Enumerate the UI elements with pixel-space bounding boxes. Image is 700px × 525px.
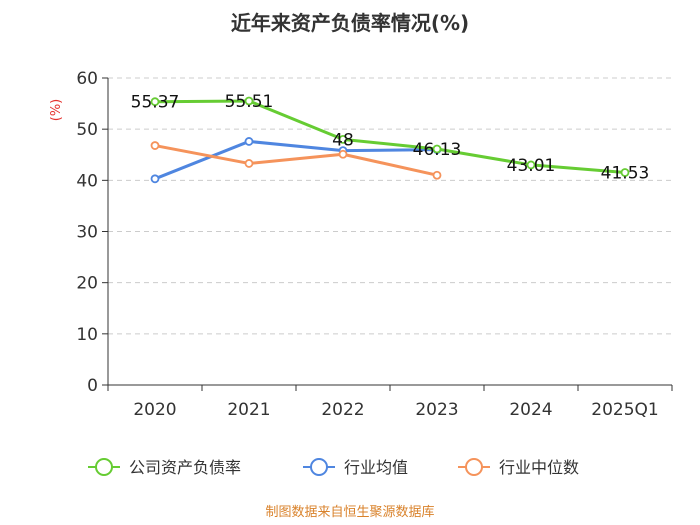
data-point-s0-2024 xyxy=(526,160,536,170)
data-point-s2-2021 xyxy=(244,159,254,168)
data-label-2022: 48 xyxy=(332,130,354,150)
data-point-s0-2023 xyxy=(432,144,442,154)
x-tick-label-2024: 2024 xyxy=(509,400,552,420)
axes: 0 10 20 30 40 50 60 2020 2021 2022 2023 2024 2025Q1 xyxy=(76,69,673,420)
series-line-2 xyxy=(154,144,438,177)
data-label-2025Q1: 41.53 xyxy=(601,164,650,184)
x-tick-label-2023: 2023 xyxy=(415,400,458,420)
data-label-2020: 55.37 xyxy=(131,93,180,113)
legend-label-0: 公司资产负债率 xyxy=(129,458,241,477)
legend[interactable]: 公司资产负债率 行业均值 行业中位数 xyxy=(88,458,579,477)
data-labels: 55.37 55.51 48 46.13 43.01 41.53 xyxy=(131,92,650,184)
data-point-s2-2023 xyxy=(432,170,442,180)
chart-title: 近年来资产负债率情况(%) xyxy=(231,11,469,35)
y-tick-label-40: 40 xyxy=(76,171,98,191)
legend-label-2: 行业中位数 xyxy=(499,458,579,477)
series-line-0 xyxy=(154,99,626,174)
data-point-s1-2021 xyxy=(244,137,254,146)
legend-item-0[interactable]: 公司资产负债率 xyxy=(88,458,241,477)
y-tick-label-0: 0 xyxy=(87,376,98,396)
legend-item-2[interactable]: 行业中位数 xyxy=(458,458,579,477)
series-line-1 xyxy=(154,139,438,181)
x-tick-label-2025Q1: 2025Q1 xyxy=(591,400,658,420)
data-point-s1-2020 xyxy=(150,174,160,184)
y-tick-label-30: 30 xyxy=(76,223,98,243)
legend-label-1: 行业均值 xyxy=(344,458,408,477)
data-point-s2-2020 xyxy=(150,141,160,150)
legend-item-1[interactable]: 行业均值 xyxy=(303,458,408,477)
y-tick-label-60: 60 xyxy=(76,69,98,89)
x-tick-label-2021: 2021 xyxy=(227,400,270,420)
data-point-s0-2025Q1 xyxy=(620,168,630,177)
legend-marker-1 xyxy=(310,458,328,476)
source-note: 制图数据来自恒生聚源数据库 xyxy=(265,504,434,520)
y-tick-label-20: 20 xyxy=(76,274,98,294)
data-point-s2-2022 xyxy=(338,149,348,159)
data-label-2023: 46.13 xyxy=(413,140,462,160)
y-axis-unit-label: (%) xyxy=(49,99,64,122)
series-group xyxy=(150,96,630,184)
grid-lines xyxy=(108,77,672,335)
data-point-s0-2022 xyxy=(338,134,348,144)
x-tick-label-2020: 2020 xyxy=(133,400,176,420)
y-tick-label-50: 50 xyxy=(76,120,98,140)
x-tick-label-2022: 2022 xyxy=(321,400,364,420)
legend-marker-2 xyxy=(465,458,483,476)
data-point-s0-2020 xyxy=(150,97,160,107)
data-label-2024: 43.01 xyxy=(507,156,556,176)
legend-marker-0 xyxy=(95,458,113,476)
y-tick-label-10: 10 xyxy=(76,325,98,345)
data-label-2021: 55.51 xyxy=(225,92,274,112)
data-point-s0-2021 xyxy=(244,96,254,106)
